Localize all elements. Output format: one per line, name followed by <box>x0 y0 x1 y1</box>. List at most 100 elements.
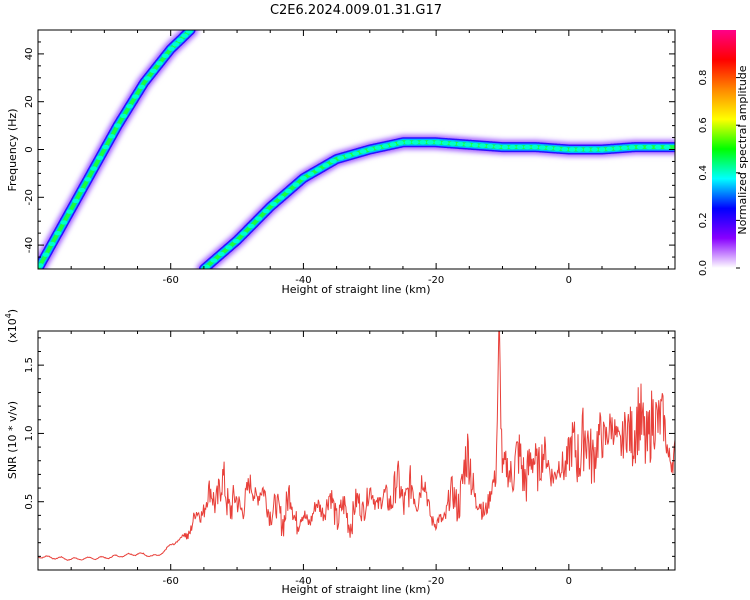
x-tick-label: -60 <box>163 576 179 587</box>
track-1-peak <box>143 76 151 81</box>
track-2-peak <box>471 142 479 148</box>
spectrogram-y-axis: -40 -20 0 20 40 <box>24 29 675 270</box>
track-2-peak <box>270 201 278 207</box>
x-tick-label: -20 <box>428 576 444 587</box>
x-tick-label: -40 <box>295 275 311 286</box>
snr-x-axis: -60 -40 -20 0 <box>37 331 669 587</box>
track-2-peak <box>367 147 375 152</box>
track-2-peak <box>456 141 464 147</box>
track-2-peak <box>299 175 307 181</box>
track-2-peak <box>568 147 576 152</box>
y-tick-label: 0 <box>24 146 35 152</box>
track-2-peak <box>389 142 397 147</box>
track-2-peak <box>322 163 330 168</box>
track-2-peak <box>636 144 644 150</box>
track-1-peak <box>181 33 189 38</box>
track-2-peak <box>374 145 382 150</box>
colorbar-tick-label: 0.6 <box>698 117 709 133</box>
track-2-peak <box>434 140 442 145</box>
track-2-peak <box>337 155 345 161</box>
y-tick-label: -40 <box>24 237 35 253</box>
track-2-peak <box>225 245 233 250</box>
track-1-peak <box>84 177 92 182</box>
track-2-peak <box>277 195 285 200</box>
colorbar-tick-label: 0.2 <box>698 212 709 228</box>
track-2-peak <box>523 144 531 150</box>
snr-x-label: Height of straight line (km) <box>281 583 430 596</box>
track-2-peak <box>531 144 539 150</box>
x-tick-label: -40 <box>295 576 311 587</box>
track-1-peak <box>132 94 140 99</box>
y-tick-label: -20 <box>24 189 35 205</box>
track-1-peak <box>54 230 62 236</box>
spectrogram-x-label: Height of straight line (km) <box>281 283 430 296</box>
y-tick-label: 20 <box>24 95 35 108</box>
track-2-peak <box>359 149 367 154</box>
colorbar-label: Normalized spectral amplitude <box>736 65 749 234</box>
track-2-peak <box>663 144 671 150</box>
x-tick-label: 0 <box>566 275 572 286</box>
x-tick-label: 0 <box>566 576 572 587</box>
track-2-peak <box>262 208 270 214</box>
track-2-peak <box>516 144 524 150</box>
y-tick-label: 40 <box>24 48 35 61</box>
track-2-peak <box>620 145 628 151</box>
spectrogram-panel: -60 -40 -20 0 -40 -20 0 20 40 Height of straigh… <box>6 29 676 296</box>
track-2-peak <box>561 147 569 152</box>
x-tick-label: -60 <box>163 275 179 286</box>
track-1-peak <box>185 30 193 34</box>
spectrogram-image <box>38 30 675 269</box>
track-2-peak <box>382 143 390 149</box>
track-1-peak <box>138 84 146 90</box>
track-2-peak <box>292 182 300 187</box>
track-1-peak <box>78 187 86 193</box>
spectrogram-x-axis: -60 -40 -20 0 <box>37 30 669 286</box>
track-2-peak <box>486 144 494 149</box>
figure-title: C2E6.2024.009.01.31.G17 <box>270 3 442 18</box>
track-2-peak <box>314 167 322 172</box>
track-2-peak <box>202 264 210 269</box>
track-2-peak <box>255 216 263 221</box>
track-2-peak <box>479 143 487 148</box>
track-2-peak <box>396 140 404 146</box>
snr-scale-label: (x104) <box>4 309 19 343</box>
track-2-peak <box>449 141 457 146</box>
track-2-peak <box>404 140 412 145</box>
track-2-peak <box>598 147 606 152</box>
y-tick-label: 0.5 <box>24 494 35 510</box>
track-1-peak <box>161 53 169 59</box>
track-1-peak <box>48 241 56 247</box>
track-1-peak <box>176 37 184 43</box>
track-2-peak <box>217 251 225 257</box>
track-2-peak <box>284 188 292 194</box>
track-1-peak <box>38 263 44 268</box>
track-1-peak <box>66 209 74 214</box>
track-2-peak <box>344 153 352 158</box>
x-tick-label: -20 <box>428 275 444 286</box>
track-2-peak <box>591 147 599 152</box>
snr-frame <box>37 330 676 571</box>
track-1-peak <box>120 113 128 119</box>
track-2-peak <box>645 144 653 150</box>
track-2-peak <box>613 146 621 151</box>
snr-series-line <box>38 331 675 561</box>
track-2-peak <box>553 146 561 151</box>
track-2-peak <box>352 151 360 156</box>
track-2-peak <box>654 144 662 150</box>
track-2-peak <box>247 223 255 229</box>
y-tick-label: 1.5 <box>24 357 35 373</box>
track-1-peak <box>72 198 80 204</box>
track-1-peak <box>114 123 122 128</box>
track-2-peak <box>426 140 434 145</box>
track-1-peak <box>102 144 110 150</box>
y-tick-label: 1.0 <box>24 425 35 441</box>
colorbar-tick-label: 0.8 <box>698 70 709 86</box>
track-1-peak <box>126 104 134 109</box>
track-1-peak <box>155 61 163 66</box>
track-2-peak <box>232 238 240 244</box>
colorbar-tick-label: 0.4 <box>698 165 709 181</box>
track-2-peak <box>605 146 613 152</box>
track-1-peak <box>172 42 180 47</box>
track-2-peak <box>419 140 427 145</box>
track-2-peak <box>546 145 554 151</box>
